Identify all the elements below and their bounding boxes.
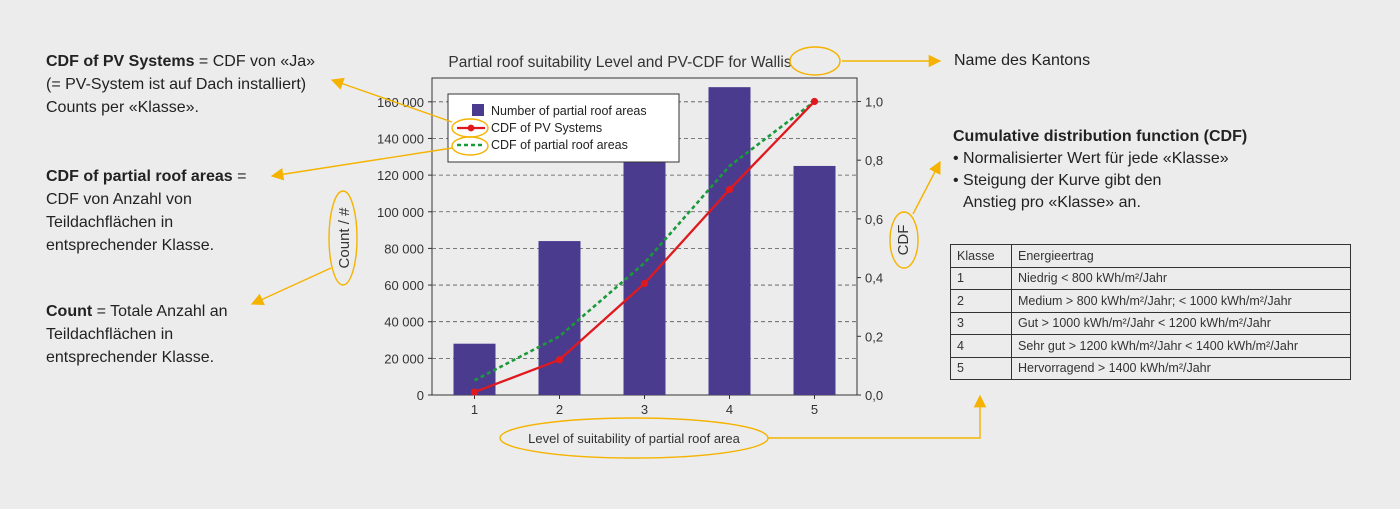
annotation-count-text2: Teildachflächen in	[46, 326, 174, 343]
x-tick-label: 5	[811, 402, 818, 417]
legend-label-roof: CDF of partial roof areas	[491, 138, 628, 152]
highlight-legend-roof-ellipse	[451, 136, 489, 156]
cdf-definition-title: Cumulative distribution function (CDF)	[953, 128, 1248, 145]
arrow-to-klasse-table	[768, 394, 987, 439]
annotation-cdf-pv-text1: = CDF von «Ja»	[194, 53, 315, 70]
plot-area: 0 20 000 40 000 60 000 80 000 100 000 120 000 1…	[377, 77, 883, 417]
chart-title: Partial roof suitability Level and PV-CD…	[448, 54, 791, 71]
bar-4	[708, 87, 751, 395]
legend-label-pv: CDF of PV Systems	[491, 121, 602, 135]
table-row: 2 Medium > 800 kWh/m²/Jahr; < 1000 kWh/m²…	[950, 289, 1351, 313]
annotation-cdf-pv-title: CDF of PV Systems	[46, 53, 195, 70]
annotation-count-text3: entsprechender Klasse.	[46, 349, 215, 366]
arrow-to-count	[250, 267, 332, 306]
annotation-cdf-pv-text2: (= PV-System ist auf Dach installiert)	[46, 76, 307, 93]
annotation-cdf-roof-text3: Teildachflächen in	[46, 214, 174, 231]
annotation-cdf-roof-text1: =	[232, 168, 247, 185]
table-row: 5 Hervorragend > 1400 kWh/m²/Jahr	[950, 356, 1351, 380]
y2-tick-label: 0,2	[865, 329, 883, 344]
y2-tick-label: 0,6	[865, 212, 883, 227]
klasse-table: Klasse Energieertrag 1 Niedrig < 800 kWh/…	[950, 244, 1351, 380]
y-tick-label: 80 000	[384, 241, 424, 256]
y-tick-label: 60 000	[384, 278, 424, 293]
callout-arrows	[250, 54, 987, 439]
annotation-count-title: Count	[46, 303, 93, 320]
x-tick-label: 4	[726, 402, 733, 417]
annotation-cdf-pv: CDF of PV Systems = CDF von «Ja» (= PV-S…	[46, 50, 315, 119]
annotation-count-text1: = Totale Anzahl an	[92, 303, 228, 320]
annotation-cdf-roof-title: CDF of partial roof areas	[46, 168, 233, 185]
x-tick-label: 2	[556, 402, 563, 417]
bar-3	[623, 156, 666, 395]
y-tick-label: 0	[417, 388, 424, 403]
x-axis-label: Level of suitability of partial roof are…	[528, 431, 740, 446]
point-cdf-pv-1	[470, 388, 479, 396]
table-cell: Medium > 800 kWh/m²/Jahr; < 1000 kWh/m²/…	[1011, 289, 1351, 313]
table-row: 4 Sehr gut > 1200 kWh/m²/Jahr < 1400 kWh/…	[950, 334, 1351, 358]
y2-tick-label: 0,0	[865, 388, 883, 403]
chart-title-canton: Wallis	[751, 54, 792, 71]
annotation-cdf-definition: Cumulative distribution function (CDF) •…	[953, 126, 1247, 214]
y-tick-label: 100 000	[377, 205, 424, 220]
annotation-cdf-roof-text2: CDF von Anzahl von	[46, 191, 192, 208]
chart-title-prefix: Partial roof suitability Level and PV-CD…	[448, 54, 750, 71]
cdf-definition-bullet3: Anstieg pro «Klasse» an.	[963, 194, 1141, 211]
cdf-definition-bullet2: • Steigung der Kurve gibt den	[953, 172, 1162, 189]
line-cdf-partial-roof-areas	[473, 100, 816, 382]
cdf-definition-bullet1: • Normalisierter Wert für jede «Klasse»	[953, 150, 1229, 167]
bar-2	[538, 241, 581, 395]
y-tick-label: 160 000	[377, 95, 424, 110]
legend-label-bar: Number of partial roof areas	[491, 104, 647, 118]
point-cdf-pv-3	[640, 279, 649, 288]
arrow-to-cdf-pv	[330, 77, 453, 123]
arrow-to-cdf-definition	[912, 160, 941, 215]
y2-tick-label: 0,8	[865, 153, 883, 168]
y2-tick-label: 0,4	[865, 271, 883, 286]
y2-axis-label: CDF	[895, 225, 912, 256]
point-cdf-pv-2	[555, 356, 564, 364]
point-cdf-pv-4	[725, 185, 734, 194]
x-tick-label: 3	[641, 402, 648, 417]
highlight-ylabel-ellipse	[328, 190, 358, 286]
annotation-cdf-pv-text3: Counts per «Klasse».	[46, 99, 199, 116]
point-cdf-pv-5	[810, 97, 819, 106]
legend-swatch-bar	[472, 104, 484, 116]
annotation-cdf-roof: CDF of partial roof areas = CDF von Anza…	[46, 165, 247, 257]
highlight-y2label-ellipse	[889, 211, 919, 269]
table-cell: Sehr gut > 1200 kWh/m²/Jahr < 1400 kWh/m…	[1011, 334, 1351, 358]
table-cell: Hervorragend > 1400 kWh/m²/Jahr	[1011, 356, 1351, 380]
y-tick-label: 140 000	[377, 131, 424, 146]
x-tick-label: 1	[471, 402, 478, 417]
arrow-to-cdf-roof	[270, 147, 453, 181]
highlight-canton-ellipse	[789, 46, 841, 76]
bar-5	[793, 165, 836, 395]
annotation-count: Count = Totale Anzahl an Teildachflächen…	[46, 300, 228, 369]
legend-swatch-pv-marker	[467, 124, 475, 132]
annotation-canton: Name des Kantons	[954, 52, 1091, 69]
y-tick-label: 20 000	[384, 351, 424, 366]
y-axis-label: Count / #	[336, 207, 353, 269]
annotation-cdf-roof-text4: entsprechender Klasse.	[46, 237, 215, 254]
y-tick-label: 120 000	[377, 168, 424, 183]
y-tick-label: 40 000	[384, 315, 424, 330]
y2-tick-label: 1,0	[865, 94, 883, 109]
